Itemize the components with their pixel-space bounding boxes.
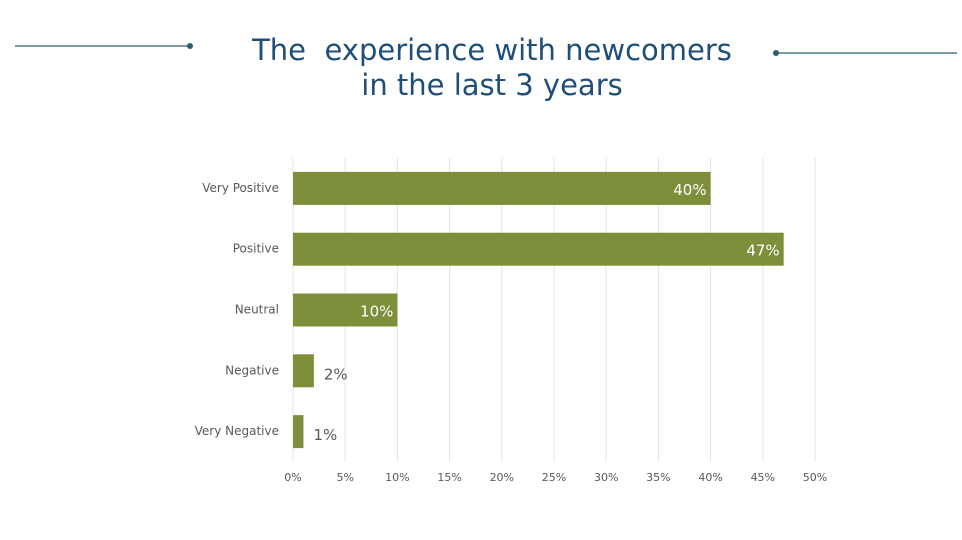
x-tick-label: 40% (698, 471, 722, 484)
y-tick-label: Positive (233, 242, 279, 256)
bar (293, 232, 784, 266)
bar (293, 171, 711, 205)
decor-dot (187, 43, 193, 49)
y-tick-label: Neutral (235, 303, 279, 317)
data-label: 40% (673, 181, 706, 199)
data-label: 2% (324, 365, 348, 383)
chart-title: The experience with newcomers (251, 33, 732, 67)
x-tick-label: 50% (803, 471, 827, 484)
y-tick-label: Very Negative (195, 424, 279, 438)
x-tick-label: 0% (284, 471, 301, 484)
x-tick-label: 20% (490, 471, 514, 484)
x-tick-label: 30% (594, 471, 618, 484)
data-label: 1% (313, 426, 337, 444)
y-tick-label: Negative (225, 363, 279, 377)
y-tick-label: Very Positive (202, 181, 279, 195)
data-label: 47% (746, 242, 779, 260)
x-tick-label: 15% (437, 471, 461, 484)
bar (293, 293, 398, 327)
data-label: 10% (360, 303, 393, 321)
x-tick-label: 25% (542, 471, 566, 484)
x-tick-label: 45% (751, 471, 775, 484)
bar (293, 415, 304, 449)
bar (293, 354, 314, 388)
x-tick-label: 5% (336, 471, 353, 484)
x-tick-label: 35% (646, 471, 670, 484)
decor-dot (773, 50, 779, 56)
x-tick-label: 10% (385, 471, 409, 484)
chart-title: in the last 3 years (361, 68, 622, 102)
